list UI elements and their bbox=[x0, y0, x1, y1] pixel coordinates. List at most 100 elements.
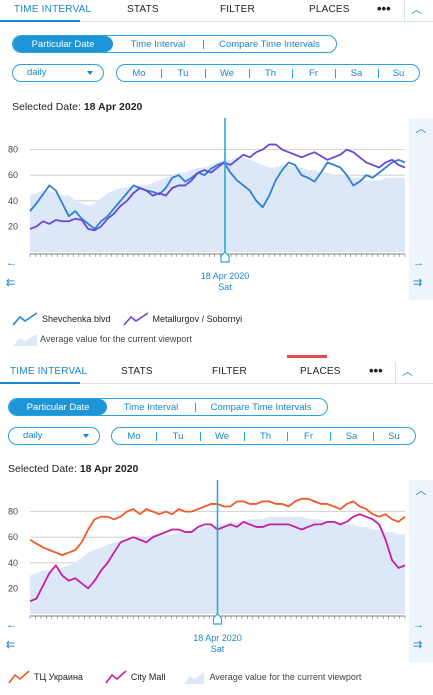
weekday-tu[interactable]: Tu bbox=[156, 428, 200, 444]
tab-places[interactable]: PLACES bbox=[309, 4, 350, 15]
tab-bar: TIME INTERVAL STATS FILTER PLACES ••• ︿ bbox=[0, 0, 433, 22]
arrow-double-right-icon[interactable]: ⇉ bbox=[413, 639, 422, 651]
tab-bar: TIME INTERVAL STATS FILTER PLACES ••• ︿ bbox=[0, 362, 433, 384]
legend-item-series-2[interactable]: City Mall bbox=[105, 670, 165, 684]
selected-date-label: Selected Date: bbox=[12, 101, 81, 113]
tab-filter[interactable]: FILTER bbox=[212, 366, 247, 377]
y-tick-label: 40 bbox=[8, 196, 18, 206]
arrow-double-right-icon[interactable]: ⇉ bbox=[413, 277, 422, 289]
panel-top: TIME INTERVAL STATS FILTER PLACES ••• ︿ … bbox=[0, 0, 433, 346]
period-select[interactable]: daily bbox=[12, 64, 104, 82]
chevron-up-icon[interactable]: ︿ bbox=[395, 362, 419, 383]
caret-down-icon bbox=[87, 71, 93, 75]
weekday-fr[interactable]: Fr bbox=[287, 428, 330, 444]
area-average-icon bbox=[184, 672, 205, 684]
weekday-sa[interactable]: Sa bbox=[330, 428, 373, 444]
legend-average-label: Average value for the current viewport bbox=[40, 334, 192, 344]
more-dots-icon[interactable]: ••• bbox=[369, 363, 383, 378]
legend-item-series-1[interactable]: ТЦ Украина bbox=[8, 670, 83, 684]
legend: Shevchenka blvd Metallurgov / Sobornyi bbox=[12, 312, 254, 326]
tab-filter[interactable]: FILTER bbox=[220, 4, 255, 15]
weekday-th[interactable]: Th bbox=[244, 428, 287, 444]
scroll-rail bbox=[409, 118, 433, 300]
tab-places[interactable]: PLACES bbox=[300, 366, 341, 377]
mode-time-interval[interactable]: Time Interval bbox=[123, 401, 179, 413]
legend-item-series-2[interactable]: Metallurgov / Sobornyi bbox=[122, 312, 243, 326]
arrow-left-icon[interactable]: ← bbox=[6, 257, 17, 269]
y-tick-label: 60 bbox=[8, 170, 18, 180]
average-area bbox=[30, 157, 405, 252]
selected-date: Selected Date: 18 Apr 2020 bbox=[12, 101, 142, 113]
date-mode-switch: Particular Date Time Interval Compare Ti… bbox=[12, 35, 337, 53]
weekday-mo[interactable]: Mo bbox=[127, 430, 141, 442]
tab-time-interval[interactable]: TIME INTERVAL bbox=[14, 4, 92, 15]
arrow-right-icon[interactable]: → bbox=[413, 257, 424, 269]
legend: ТЦ Украина City Mall Average value for t… bbox=[8, 670, 373, 684]
y-tick-label: 80 bbox=[8, 145, 18, 155]
area-average-icon bbox=[13, 334, 37, 346]
weekday-fr[interactable]: Fr bbox=[292, 65, 335, 81]
tab-stats[interactable]: STATS bbox=[121, 366, 153, 377]
series-line-1[interactable] bbox=[29, 158, 406, 230]
mode-particular-date[interactable]: Particular Date bbox=[9, 399, 107, 415]
selected-date-value: 18 Apr 2020 bbox=[83, 101, 143, 113]
weekday-switch: Mo Tu We Th Fr Sa Su bbox=[116, 64, 420, 82]
weekday-su[interactable]: Su bbox=[378, 65, 419, 81]
weekday-su[interactable]: Su bbox=[373, 428, 415, 444]
chevron-up-icon[interactable]: ︿ bbox=[416, 485, 427, 497]
line-series-icon bbox=[8, 670, 30, 684]
date-marker-handle[interactable] bbox=[220, 251, 230, 263]
weekday-sa[interactable]: Sa bbox=[335, 65, 378, 81]
legend-label-series-1: ТЦ Украина bbox=[34, 672, 83, 682]
line-series-icon bbox=[105, 670, 127, 684]
weekday-we[interactable]: We bbox=[200, 428, 244, 444]
period-select-value: daily bbox=[23, 430, 43, 441]
tab-stats[interactable]: STATS bbox=[127, 4, 159, 15]
marker-date-label: 18 Apr 2020 bbox=[193, 633, 242, 643]
weekday-tu[interactable]: Tu bbox=[161, 65, 205, 81]
tab-time-interval[interactable]: TIME INTERVAL bbox=[10, 366, 88, 377]
scroll-rail bbox=[409, 480, 433, 662]
selected-date-label: Selected Date: bbox=[8, 463, 77, 475]
marker-day-label: Sat bbox=[211, 644, 225, 654]
legend-label-series-1: Shevchenka blvd bbox=[42, 314, 111, 324]
weekday-switch: Mo Tu We Th Fr Sa Su bbox=[111, 427, 416, 445]
arrow-right-icon[interactable]: → bbox=[413, 619, 424, 631]
marker-date-label: 18 Apr 2020 bbox=[201, 271, 250, 281]
weekday-we[interactable]: We bbox=[205, 65, 249, 81]
legend-label-series-2: Metallurgov / Sobornyi bbox=[152, 314, 243, 324]
mode-compare-intervals[interactable]: Compare Time Intervals bbox=[203, 36, 336, 52]
mode-compare-intervals[interactable]: Compare Time Intervals bbox=[195, 399, 327, 415]
y-tick-label: 20 bbox=[8, 583, 18, 593]
chevron-up-icon[interactable]: ︿ bbox=[404, 0, 428, 21]
legend-item-series-1[interactable]: Shevchenka blvd bbox=[12, 312, 111, 326]
arrow-double-left-icon[interactable]: ⇇ bbox=[6, 277, 15, 289]
arrow-double-left-icon[interactable]: ⇇ bbox=[6, 639, 15, 651]
selected-date: Selected Date: 18 Apr 2020 bbox=[8, 463, 138, 475]
y-tick-label: 20 bbox=[8, 221, 18, 231]
legend-average: Average value for the current viewport bbox=[12, 332, 192, 346]
mode-particular-date[interactable]: Particular Date bbox=[13, 36, 113, 52]
y-tick-label: 80 bbox=[8, 507, 18, 517]
selected-date-value: 18 Apr 2020 bbox=[79, 463, 139, 475]
y-tick-label: 60 bbox=[8, 532, 18, 542]
active-tab-indicator bbox=[0, 382, 80, 384]
y-tick-label: 40 bbox=[8, 558, 18, 568]
weekday-th[interactable]: Th bbox=[249, 65, 292, 81]
more-dots-icon[interactable]: ••• bbox=[377, 1, 391, 16]
marker-day-label: Sat bbox=[218, 282, 232, 292]
date-marker-handle[interactable] bbox=[212, 613, 223, 625]
divider-accent bbox=[287, 355, 327, 358]
chevron-up-icon[interactable]: ︿ bbox=[416, 123, 427, 135]
line-series-icon bbox=[12, 312, 38, 326]
period-select[interactable]: daily bbox=[8, 427, 100, 445]
arrow-left-icon[interactable]: ← bbox=[6, 619, 17, 631]
mode-time-interval[interactable]: Time Interval bbox=[130, 38, 186, 50]
weekday-mo[interactable]: Mo bbox=[132, 67, 146, 79]
active-tab-indicator bbox=[0, 20, 80, 22]
legend-average-label: Average value for the current viewport bbox=[209, 672, 362, 682]
series-line-2[interactable] bbox=[29, 143, 406, 232]
legend-item-average: Average value for the current viewport bbox=[183, 670, 361, 684]
